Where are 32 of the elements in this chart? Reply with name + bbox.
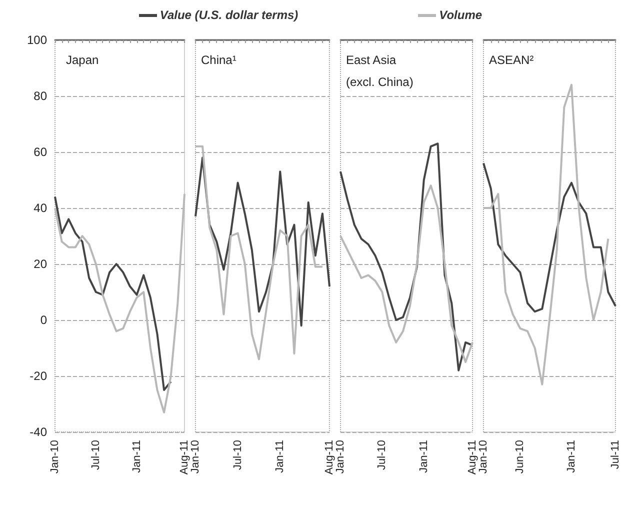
x-tick-label: Jan-10 — [334, 440, 346, 474]
y-tick-label: 100 — [26, 33, 48, 47]
text: East Asia (excl. China) — [346, 53, 414, 89]
x-tick-label: Aug-11 — [466, 440, 478, 475]
x-tick-label: Jul-10 — [232, 440, 244, 470]
x-tick-label: Jul-10 — [90, 440, 102, 470]
x-tick-label: Jul-10 — [376, 440, 388, 470]
y-tick-label: 40 — [34, 201, 48, 215]
y-tick-label: 0 — [40, 313, 48, 327]
text: China¹ — [201, 53, 236, 67]
x-tick-label: Jan-10 — [49, 440, 61, 474]
text: ASEAN² — [489, 53, 534, 67]
text: Japan — [66, 53, 99, 67]
x-tick-label: Jul-11 — [610, 440, 621, 470]
line-series — [54, 196, 172, 391]
y-tick-label: -40 — [30, 425, 48, 439]
line-series — [54, 193, 186, 414]
y-tick-label: 20 — [34, 257, 48, 271]
x-tick-label: Jan-10 — [190, 440, 202, 474]
y-tick-label: 80 — [34, 89, 48, 103]
x-tick-label: Jun-10 — [514, 440, 526, 474]
x-tick-label: Jan-10 — [478, 440, 490, 474]
y-tick-label: 60 — [34, 145, 48, 159]
x-tick-label: Aug-11 — [324, 440, 336, 475]
x-tick-label: Jan-11 — [566, 440, 578, 473]
x-tick-label: Aug-11 — [178, 440, 190, 475]
x-tick-label: Jan-11 — [130, 440, 143, 473]
y-tick-label: -20 — [30, 369, 48, 383]
x-tick-label: Jan-11 — [418, 440, 430, 473]
x-tick-label: Jan-11 — [274, 440, 286, 473]
legend-label: Volume — [439, 8, 482, 22]
legend-label: Value (U.S. dollar terms) — [160, 8, 298, 22]
